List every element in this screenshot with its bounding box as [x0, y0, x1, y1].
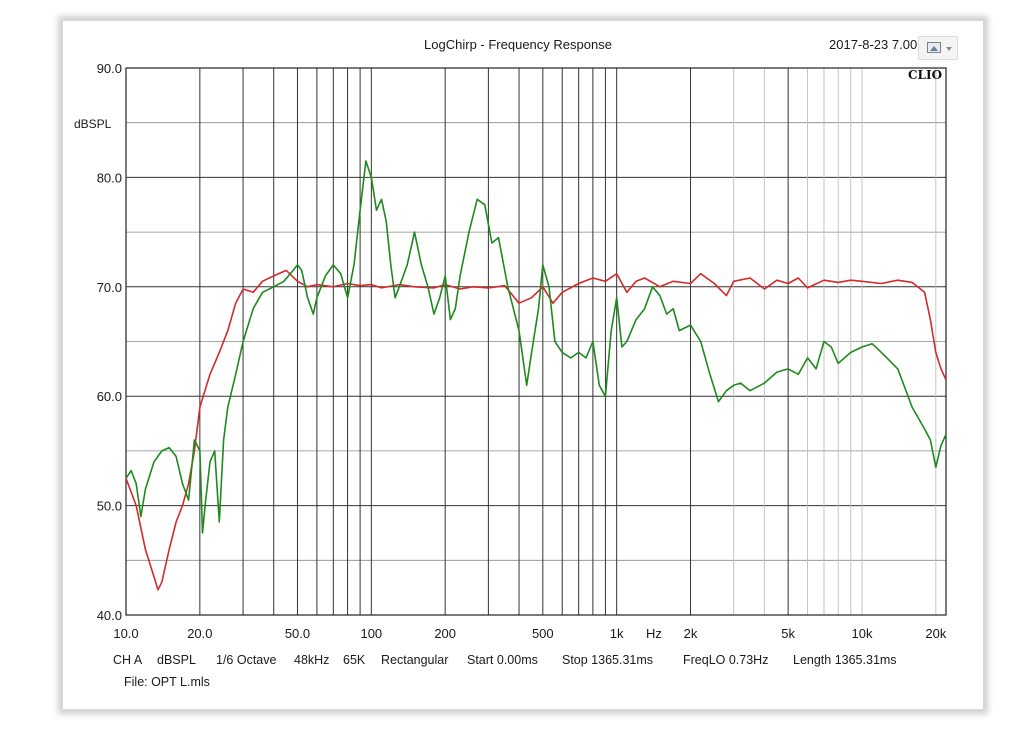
y-tick-label: 60.0	[97, 389, 122, 404]
x-tick-labels: 10.0 20.0 50.0 100 200 500 1k 2k 5k 10k 20k	[113, 626, 946, 641]
info-smoothing: 1/6 Octave	[216, 653, 276, 667]
y-tick-label: 80.0	[97, 170, 122, 185]
y-tick-label: 70.0	[97, 280, 122, 295]
y-tick-labels: 40.0 50.0 60.0 70.0 80.0 90.0	[97, 61, 122, 623]
info-start: Start 0.00ms	[467, 653, 538, 667]
file-label: File: OPT L.mls	[124, 675, 210, 689]
chart-window	[62, 20, 984, 710]
x-tick-label: 20.0	[187, 626, 212, 641]
x-tick-label: 20k	[925, 626, 946, 641]
x-axis-unit-label: Hz	[646, 626, 662, 641]
x-tick-label: 50.0	[285, 626, 310, 641]
x-tick-label: 2k	[684, 626, 698, 641]
info-size: 65K	[343, 653, 366, 667]
info-freqlo: FreqLO 0.73Hz	[683, 653, 768, 667]
image-menu-button[interactable]	[918, 36, 958, 60]
info-stop: Stop 1365.31ms	[562, 653, 653, 667]
info-window: Rectangular	[381, 653, 448, 667]
info-rate: 48kHz	[294, 653, 329, 667]
x-tick-label: 200	[434, 626, 456, 641]
series-line-green	[125, 160, 947, 534]
x-tick-label: 5k	[781, 626, 795, 641]
x-tick-label: 500	[532, 626, 554, 641]
info-unit: dBSPL	[157, 653, 196, 667]
x-tick-label: 10.0	[113, 626, 138, 641]
x-tick-label: 100	[360, 626, 382, 641]
grid	[125, 67, 947, 616]
x-tick-label: 1k	[610, 626, 624, 641]
series-line-red	[125, 269, 947, 591]
y-tick-label: 50.0	[97, 499, 122, 514]
chart-title: LogChirp - Frequency Response	[424, 37, 612, 52]
image-icon	[927, 42, 941, 53]
plot-border	[125, 67, 947, 616]
y-tick-label: 40.0	[97, 608, 122, 623]
chevron-down-icon	[946, 47, 952, 51]
series-layer	[125, 160, 947, 591]
info-length: Length 1365.31ms	[793, 653, 897, 667]
brand-logo: CLIO	[908, 68, 942, 82]
x-tick-label: 10k	[852, 626, 873, 641]
info-channel: CH A	[113, 653, 143, 667]
timestamp: 2017-8-23 7.00.10	[829, 37, 935, 52]
y-tick-label: 90.0	[97, 61, 122, 76]
y-axis-label: dBSPL	[74, 117, 112, 131]
